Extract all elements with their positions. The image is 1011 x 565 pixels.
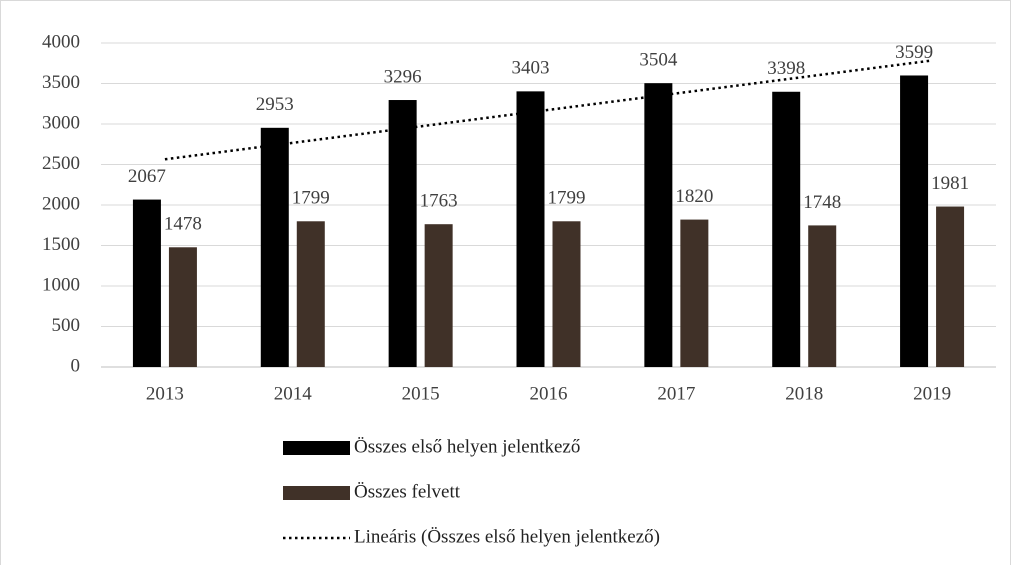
value-label: 1478 — [164, 214, 202, 235]
y-tick-label: 0 — [71, 355, 81, 376]
x-tick-label: 2017 — [657, 383, 695, 404]
bar — [424, 224, 453, 367]
legend-label: Összes első helyen jelentkező — [354, 436, 580, 457]
value-label: 1820 — [675, 186, 713, 207]
bar — [936, 206, 965, 367]
legend-label: Lineáris (Összes első helyen jelentkező) — [354, 526, 660, 547]
value-label: 3504 — [639, 50, 678, 71]
bar — [644, 83, 673, 368]
bar — [808, 225, 837, 367]
bar — [296, 221, 325, 367]
value-label: 1763 — [420, 191, 458, 212]
value-label: 3599 — [895, 42, 933, 63]
x-tick-label: 2014 — [274, 383, 313, 404]
bar — [132, 199, 161, 367]
bar — [772, 91, 801, 368]
legend-swatch — [283, 486, 350, 500]
value-label: 1748 — [803, 192, 841, 213]
value-label: 1981 — [931, 173, 969, 194]
bar — [260, 127, 289, 367]
y-tick-label: 4000 — [42, 31, 80, 52]
x-tick-label: 2013 — [146, 383, 184, 404]
value-label: 1799 — [548, 188, 586, 209]
bar — [168, 247, 197, 367]
value-label: 2953 — [256, 94, 294, 115]
x-tick-label: 2015 — [402, 383, 440, 404]
y-tick-label: 1500 — [42, 234, 80, 255]
y-tick-label: 2500 — [42, 153, 80, 174]
y-tick-label: 1000 — [42, 274, 80, 295]
bar — [680, 219, 709, 367]
x-tick-label: 2019 — [913, 383, 951, 404]
x-tick-label: 2018 — [785, 383, 823, 404]
y-tick-label: 500 — [52, 315, 81, 336]
bar — [388, 100, 417, 368]
y-tick-label: 2000 — [42, 193, 80, 214]
bar — [516, 91, 545, 368]
legend-swatch — [283, 441, 350, 455]
value-label: 1799 — [292, 188, 330, 209]
value-label: 3398 — [767, 58, 805, 79]
x-tick-label: 2016 — [530, 383, 568, 404]
value-label: 3403 — [512, 58, 550, 79]
bar — [552, 221, 581, 367]
value-label: 3296 — [384, 66, 422, 87]
y-tick-label: 3000 — [42, 112, 80, 133]
legend-label: Összes felvett — [354, 481, 461, 502]
y-tick-label: 3500 — [42, 72, 80, 93]
bar — [900, 75, 929, 367]
value-label: 2067 — [128, 166, 166, 187]
